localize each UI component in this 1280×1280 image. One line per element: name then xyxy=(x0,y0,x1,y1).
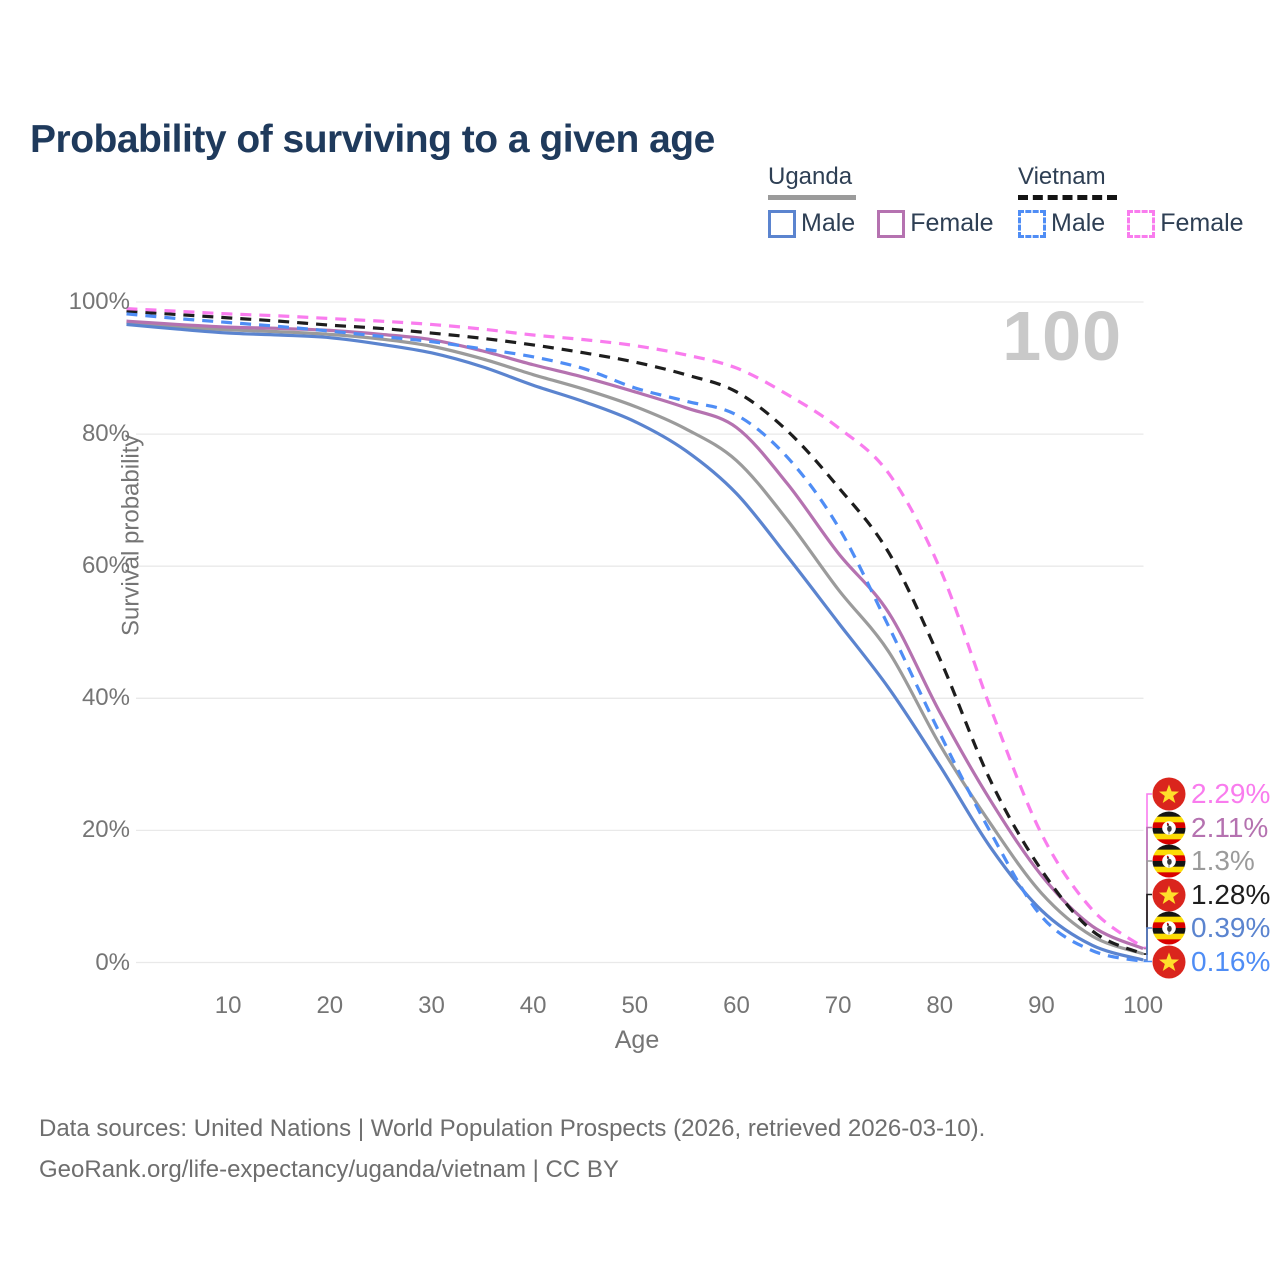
uganda-flag-icon xyxy=(1152,911,1186,945)
y-tick-label: 20% xyxy=(81,816,130,844)
legend-item-vietnam-female[interactable]: Female xyxy=(1127,209,1244,238)
survival-curve-vietnam-both-sexes xyxy=(126,309,1144,956)
end-label-row[interactable]: 1.3% xyxy=(1152,844,1255,878)
end-label-row[interactable]: 2.29% xyxy=(1152,777,1270,811)
legend-item-uganda-male[interactable]: Male xyxy=(768,209,855,238)
uganda-male-swatch-icon xyxy=(768,209,796,238)
end-label-row[interactable]: 0.16% xyxy=(1152,945,1270,979)
end-label-value: 0.16% xyxy=(1191,945,1271,977)
end-label-connector xyxy=(1143,927,1152,961)
vietnam-male-swatch-icon xyxy=(1018,209,1046,238)
end-label-connector xyxy=(1143,893,1152,955)
x-axis-title: Age xyxy=(614,1026,660,1054)
end-label-value: 2.29% xyxy=(1191,778,1271,809)
footer: Data sources: United Nations | World Pop… xyxy=(39,1108,985,1190)
uganda-flag-icon xyxy=(1152,844,1186,878)
survival-curve-vietnam-female xyxy=(126,307,1145,949)
end-label-value: 1.28% xyxy=(1191,878,1271,910)
uganda-female-swatch-icon xyxy=(877,209,906,238)
survival-curve-uganda-both-sexes xyxy=(126,320,1144,956)
y-axis-title: Survival probability xyxy=(117,434,145,636)
x-tick-label: 60 xyxy=(723,992,750,1019)
legend-rule-uganda-solid xyxy=(768,195,856,200)
page-title: Probability of surviving to a given age xyxy=(30,118,715,162)
legend-title-vietnam: Vietnam xyxy=(1018,163,1106,190)
legend-label: Male xyxy=(1051,209,1106,237)
x-tick-label: 20 xyxy=(316,992,344,1019)
x-tick-label: 10 xyxy=(214,992,242,1019)
end-label-row[interactable]: 1.28% xyxy=(1152,878,1270,912)
legend-group-vietnam: Vietnam Male Female xyxy=(1018,163,1266,238)
vietnam-female-swatch-icon xyxy=(1127,209,1156,238)
end-label-value: 1.3% xyxy=(1191,845,1255,876)
y-tick-label: 40% xyxy=(81,684,130,712)
x-tick-label: 40 xyxy=(519,992,547,1019)
y-tick-label: 100% xyxy=(68,288,130,315)
x-tick-label: 30 xyxy=(418,992,445,1019)
y-tick-label: 80% xyxy=(81,420,130,448)
end-label-row[interactable]: 2.11% xyxy=(1152,811,1268,845)
age-watermark: 100 xyxy=(1002,297,1122,375)
x-tick-label: 80 xyxy=(926,992,954,1019)
legend-label: Male xyxy=(801,209,856,237)
attribution-text: GeoRank.org/life-expectancy/uganda/vietn… xyxy=(39,1156,619,1183)
x-tick-label: 70 xyxy=(824,992,852,1019)
end-label-value: 0.39% xyxy=(1191,912,1271,943)
vietnam-flag-icon xyxy=(1152,945,1186,978)
legend-item-vietnam-male[interactable]: Male xyxy=(1018,209,1105,238)
x-tick-label: 90 xyxy=(1028,992,1055,1019)
survival-curve-uganda-male xyxy=(126,322,1144,962)
x-tick-label: 50 xyxy=(621,992,649,1019)
legend-item-uganda-female[interactable]: Female xyxy=(877,209,994,238)
uganda-flag-icon xyxy=(1152,811,1186,844)
end-label-value: 2.11% xyxy=(1191,811,1269,843)
y-tick-label: 60% xyxy=(81,552,130,580)
x-tick-label: 100 xyxy=(1123,992,1164,1019)
legend-label: Female xyxy=(910,209,994,237)
legend-label: Female xyxy=(1160,209,1244,237)
survival-curve-vietnam-male xyxy=(126,312,1144,964)
survival-curve-uganda-female xyxy=(126,319,1144,951)
vietnam-flag-icon xyxy=(1152,777,1186,811)
end-label-row[interactable]: 0.39% xyxy=(1152,911,1270,945)
legend-group-uganda: Uganda Male Female xyxy=(768,163,1016,238)
data-sources-text: Data sources: United Nations | World Pop… xyxy=(39,1115,986,1142)
vietnam-flag-icon xyxy=(1152,878,1186,911)
legend-rule-vietnam-dashed xyxy=(1018,195,1117,200)
legend-title-uganda: Uganda xyxy=(768,163,853,190)
y-tick-label: 0% xyxy=(95,948,130,976)
